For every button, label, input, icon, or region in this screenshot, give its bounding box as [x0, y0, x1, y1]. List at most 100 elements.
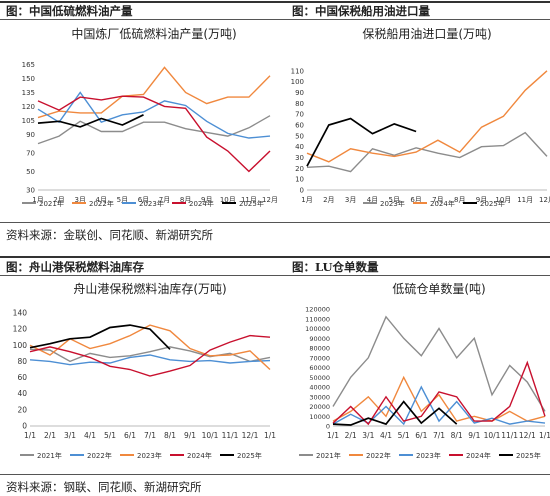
- x-tick-label: 4月: [96, 196, 107, 204]
- x-tick-label: 6月: [138, 196, 149, 204]
- x-tick-label: 2/1: [44, 431, 56, 440]
- series-line-2022年: [332, 375, 546, 422]
- series-line-2021年: [37, 115, 271, 145]
- y-tick-label: 0: [326, 423, 330, 431]
- y-tick-label: 40: [295, 143, 304, 151]
- x-tick-label: 1/1: [24, 431, 36, 440]
- legend-label: 2022年: [87, 451, 112, 460]
- x-tick-label: 4/1: [84, 431, 96, 440]
- legend-label: 2023年: [416, 451, 441, 460]
- x-tick-label: 9/1: [468, 431, 480, 440]
- chart-title: 保税船用油进口量(万吨): [362, 27, 491, 41]
- x-tick-label: 5/1: [104, 431, 116, 440]
- x-tick-label: 2月: [53, 196, 64, 204]
- x-tick-label: 12月: [539, 196, 550, 204]
- y-tick-label: 135: [22, 89, 35, 97]
- y-tick-label: 60000: [309, 364, 330, 372]
- x-tick-label: 8/1: [164, 431, 176, 440]
- series-line-2025年: [306, 117, 417, 167]
- legend-label: 2021年: [37, 451, 62, 460]
- x-tick-label: 1月: [301, 196, 312, 204]
- x-tick-label: 12/1: [242, 431, 259, 440]
- y-tick-label: 70000: [309, 354, 330, 362]
- legend-label: 2024年: [466, 451, 491, 460]
- x-tick-label: 10/1: [202, 431, 219, 440]
- y-tick-label: 0: [300, 187, 304, 195]
- y-tick-label: 50000: [309, 374, 330, 382]
- x-tick-label: 1/1: [264, 431, 276, 440]
- y-tick-label: 40000: [309, 384, 330, 392]
- legend-label: 2025年: [239, 199, 264, 208]
- x-tick-label: 8月: [180, 196, 191, 204]
- x-tick-label: 11/1: [501, 431, 518, 440]
- zhoushan-inventory-chart: 舟山港保税燃料油库存(万吨) 0 20 40 60 80 100 120 140 1/1 2/1 3/…: [13, 281, 277, 460]
- y-tick-label: 150: [22, 75, 35, 83]
- chart-title: 中国炼厂低硫燃料油产量(万吨): [71, 26, 236, 41]
- y-tick-label: 50: [26, 168, 35, 176]
- y-tick-label: 90000: [309, 335, 330, 343]
- x-tick-label: 11月: [241, 196, 257, 204]
- legend-label: 2025年: [480, 199, 505, 208]
- x-tick-label: 5/1: [398, 431, 410, 440]
- y-tick-label: 165: [22, 61, 35, 69]
- y-tick-label: 30: [26, 187, 35, 195]
- legend-label: 2024年: [187, 451, 212, 460]
- y-tick-label: 70: [26, 149, 35, 157]
- imports-chart: 保税船用油进口量(万吨) 0 10 20 30 40 50 60 70 80 90 100 110 1月 2…: [291, 27, 550, 208]
- chart-title: 低硫仓单数量(吨): [392, 281, 485, 296]
- chart-title: 舟山港保税燃料油库存(万吨): [73, 281, 226, 296]
- series-line-2023年: [37, 91, 271, 139]
- x-tick-label: 9月: [201, 196, 212, 204]
- x-tick-label: 10月: [495, 196, 511, 204]
- y-tick-label: 20000: [309, 403, 330, 411]
- x-tick-label: 8月: [454, 196, 465, 204]
- x-tick-label: 2月: [323, 196, 334, 204]
- x-tick-label: 1/1: [539, 431, 550, 440]
- series-line-2021年: [332, 315, 546, 412]
- x-tick-label: 4月: [367, 196, 378, 204]
- y-tick-label: 0: [22, 422, 27, 431]
- legend-label: 2022年: [89, 199, 114, 208]
- series-line-2025年: [37, 114, 144, 128]
- x-tick-label: 4/1: [380, 431, 392, 440]
- legend-label: 2025年: [516, 451, 541, 460]
- y-tick-label: 60: [295, 122, 304, 130]
- x-tick-label: 1/1: [327, 431, 339, 440]
- y-tick-label: 80: [295, 100, 304, 108]
- legend-label: 2021年: [39, 199, 64, 208]
- y-tick-label: 30: [295, 154, 304, 162]
- x-tick-label: 7月: [432, 196, 443, 204]
- bottom-left-section-title: 图：舟山港保税燃料油库存: [6, 260, 144, 274]
- x-tick-label: 5月: [389, 196, 400, 204]
- x-tick-label: 11月: [517, 196, 533, 204]
- x-tick-label: 3月: [74, 196, 85, 204]
- y-tick-label: 120: [13, 325, 28, 334]
- x-tick-label: 6/1: [415, 431, 427, 440]
- series-line-2025年: [29, 324, 171, 350]
- y-tick-label: 140: [13, 309, 28, 318]
- bottom-right-section-title: 图：LU仓单数量: [292, 260, 379, 274]
- x-tick-label: 10/1: [484, 431, 501, 440]
- y-tick-label: 20: [17, 405, 27, 414]
- legend-label: 2024年: [430, 199, 455, 208]
- y-tick-label: 10: [295, 176, 304, 184]
- y-tick-label: 110000: [305, 315, 330, 323]
- series-line-2024年: [29, 334, 271, 377]
- series-line-2023年: [306, 131, 548, 173]
- y-tick-label: 30000: [309, 393, 330, 401]
- series-line-2021年: [29, 346, 271, 363]
- y-tick-label: 100000: [305, 325, 330, 333]
- legend-label: 2023年: [137, 451, 162, 460]
- x-tick-label: 10月: [220, 196, 236, 204]
- y-tick-label: 60: [17, 373, 27, 382]
- legend-label: 2022年: [366, 451, 391, 460]
- series-line-2022年: [29, 354, 271, 366]
- series-line-2022年: [37, 66, 271, 119]
- x-tick-label: 11/1: [222, 431, 239, 440]
- legend-label: 2024年: [189, 199, 214, 208]
- x-tick-label: 6/1: [124, 431, 136, 440]
- y-tick-label: 90: [26, 131, 35, 139]
- x-tick-label: 9/1: [184, 431, 196, 440]
- series-line-2025年: [332, 400, 458, 426]
